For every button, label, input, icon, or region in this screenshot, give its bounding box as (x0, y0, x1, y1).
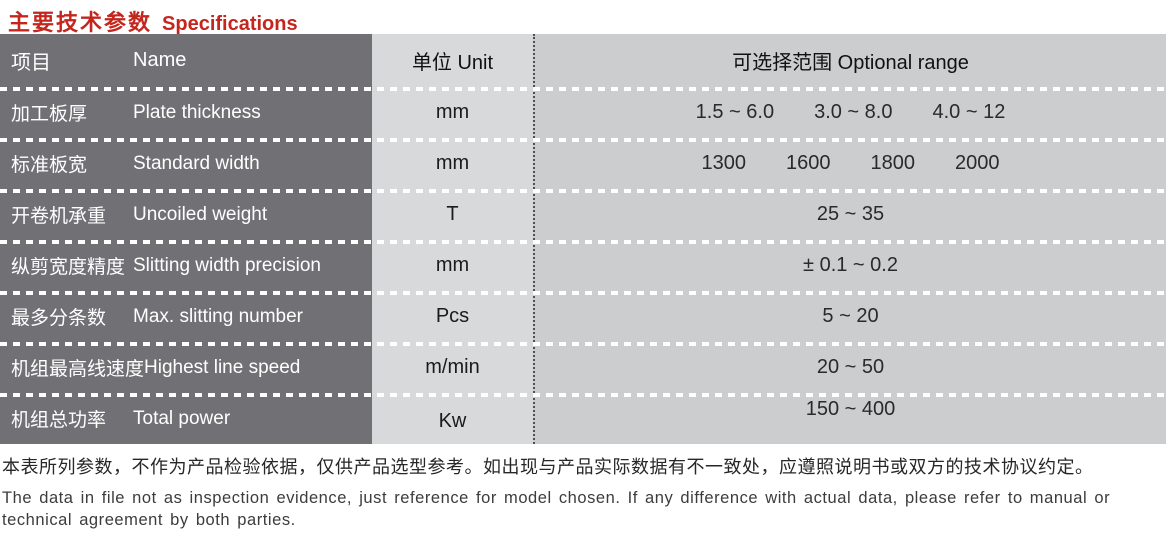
table-header-row: 项目 Name 单位 Unit 可选择范围 Optional range (0, 34, 1166, 87)
row-range-cell: 1300 1600 1800 2000 (533, 138, 1166, 189)
row-name-en: Total power (133, 407, 231, 429)
row-range-value: 20 ~ 50 (816, 356, 885, 378)
row-unit-cell: mm (372, 138, 533, 189)
row-range-value: 150 ~ 400 (805, 398, 896, 420)
table-row-slitting-width-precision: 纵剪宽度精度 Slitting width precision mm ± 0.1… (0, 240, 1166, 291)
row-range-cell: 20 ~ 50 (533, 342, 1166, 393)
table-row-standard-width: 标准板宽 Standard width mm 1300 1600 1800 20… (0, 138, 1166, 189)
row-name-zh: 加工板厚 (11, 104, 88, 125)
table-row-uncoiled-weight: 开卷机承重 Uncoiled weight T 25 ~ 35 (0, 189, 1166, 240)
row-name-cell: 加工板厚 Plate thickness (0, 87, 372, 138)
row-unit-cell: mm (372, 87, 533, 138)
table-row-plate-thickness: 加工板厚 Plate thickness mm 1.5 ~ 6.0 3.0 ~ … (0, 87, 1166, 138)
row-name-cell: 开卷机承重 Uncoiled weight (0, 189, 372, 240)
row-unit-cell: T (372, 189, 533, 240)
row-name-cell: 最多分条数 Max. slitting number (0, 291, 372, 342)
footnote-english: The data in file not as inspection evide… (2, 489, 1111, 529)
header-unit-label: 单位 Unit (411, 52, 494, 74)
row-name-en: Standard width (133, 152, 260, 174)
row-range-cell: ± 0.1 ~ 0.2 (533, 240, 1166, 291)
row-unit-value: Kw (438, 410, 467, 432)
row-range-value: ± 0.1 ~ 0.2 (803, 254, 898, 276)
row-name-en: Max. slitting number (133, 305, 304, 327)
row-unit-value: mm (435, 152, 470, 174)
header-name-cell: 项目 Name (0, 34, 372, 87)
header-range-cell: 可选择范围 Optional range (533, 34, 1166, 87)
row-range-value: 5 ~ 20 (822, 305, 879, 327)
footnote-chinese: 本表所列参数，不作为产品检验依据，仅供产品选型参考。如出现与产品实际数据有不一致… (2, 457, 1094, 477)
row-name-cell: 纵剪宽度精度 Slitting width precision (0, 240, 372, 291)
row-name-zh: 标准板宽 (11, 155, 88, 176)
row-name-zh: 机组总功率 (11, 410, 107, 431)
row-name-en: Slitting width precision (133, 254, 321, 276)
header-range-label: 可选择范围 Optional range (732, 52, 969, 74)
header-unit-cell: 单位 Unit (372, 34, 533, 87)
row-range-cell: 5 ~ 20 (533, 291, 1166, 342)
row-unit-value: T (446, 203, 459, 225)
row-unit-value: m/min (425, 356, 480, 378)
table-row-total-power: 机组总功率 Total power Kw 150 ~ 400 (0, 393, 1166, 444)
row-range-cell: 25 ~ 35 (533, 189, 1166, 240)
row-name-en: Highest line speed (144, 356, 301, 378)
row-range-value: 25 ~ 35 (816, 203, 885, 225)
row-unit-value: mm (435, 101, 470, 123)
row-name-cell: 机组总功率 Total power (0, 393, 372, 444)
row-unit-cell: m/min (372, 342, 533, 393)
row-range-cell: 1.5 ~ 6.0 3.0 ~ 8.0 4.0 ~ 12 (533, 87, 1166, 138)
table-row-highest-line-speed: 机组最高线速度 Highest line speed m/min 20 ~ 50 (0, 342, 1166, 393)
row-unit-cell: mm (372, 240, 533, 291)
page-title-en: Specifications (162, 13, 298, 35)
row-name-zh: 开卷机承重 (11, 206, 107, 227)
row-name-zh: 最多分条数 (11, 308, 107, 329)
row-name-cell: 标准板宽 Standard width (0, 138, 372, 189)
row-name-cell: 机组最高线速度 Highest line speed (0, 342, 372, 393)
row-name-en: Uncoiled weight (133, 203, 268, 225)
specifications-page: 主要技术参数 Specifications 项目 Name 单位 Unit 可选… (0, 5, 1170, 540)
header-name-en: Name (133, 49, 187, 71)
row-unit-cell: Kw (372, 393, 533, 444)
page-title-zh: 主要技术参数 (8, 10, 153, 35)
row-range-value: 1300 1600 1800 2000 (701, 152, 1000, 174)
page-title: 主要技术参数 Specifications (8, 5, 1170, 35)
specifications-table: 项目 Name 单位 Unit 可选择范围 Optional range 加工板… (0, 34, 1166, 444)
row-range-cell: 150 ~ 400 (533, 393, 1166, 444)
row-name-zh: 机组最高线速度 (11, 359, 145, 380)
row-name-zh: 纵剪宽度精度 (11, 257, 126, 278)
table-row-max-slitting-number: 最多分条数 Max. slitting number Pcs 5 ~ 20 (0, 291, 1166, 342)
header-name-zh: 项目 (11, 52, 51, 74)
row-unit-value: mm (435, 254, 470, 276)
row-name-en: Plate thickness (133, 101, 261, 123)
row-range-value: 1.5 ~ 6.0 3.0 ~ 8.0 4.0 ~ 12 (695, 101, 1006, 123)
row-unit-cell: Pcs (372, 291, 533, 342)
row-unit-value: Pcs (435, 305, 470, 327)
